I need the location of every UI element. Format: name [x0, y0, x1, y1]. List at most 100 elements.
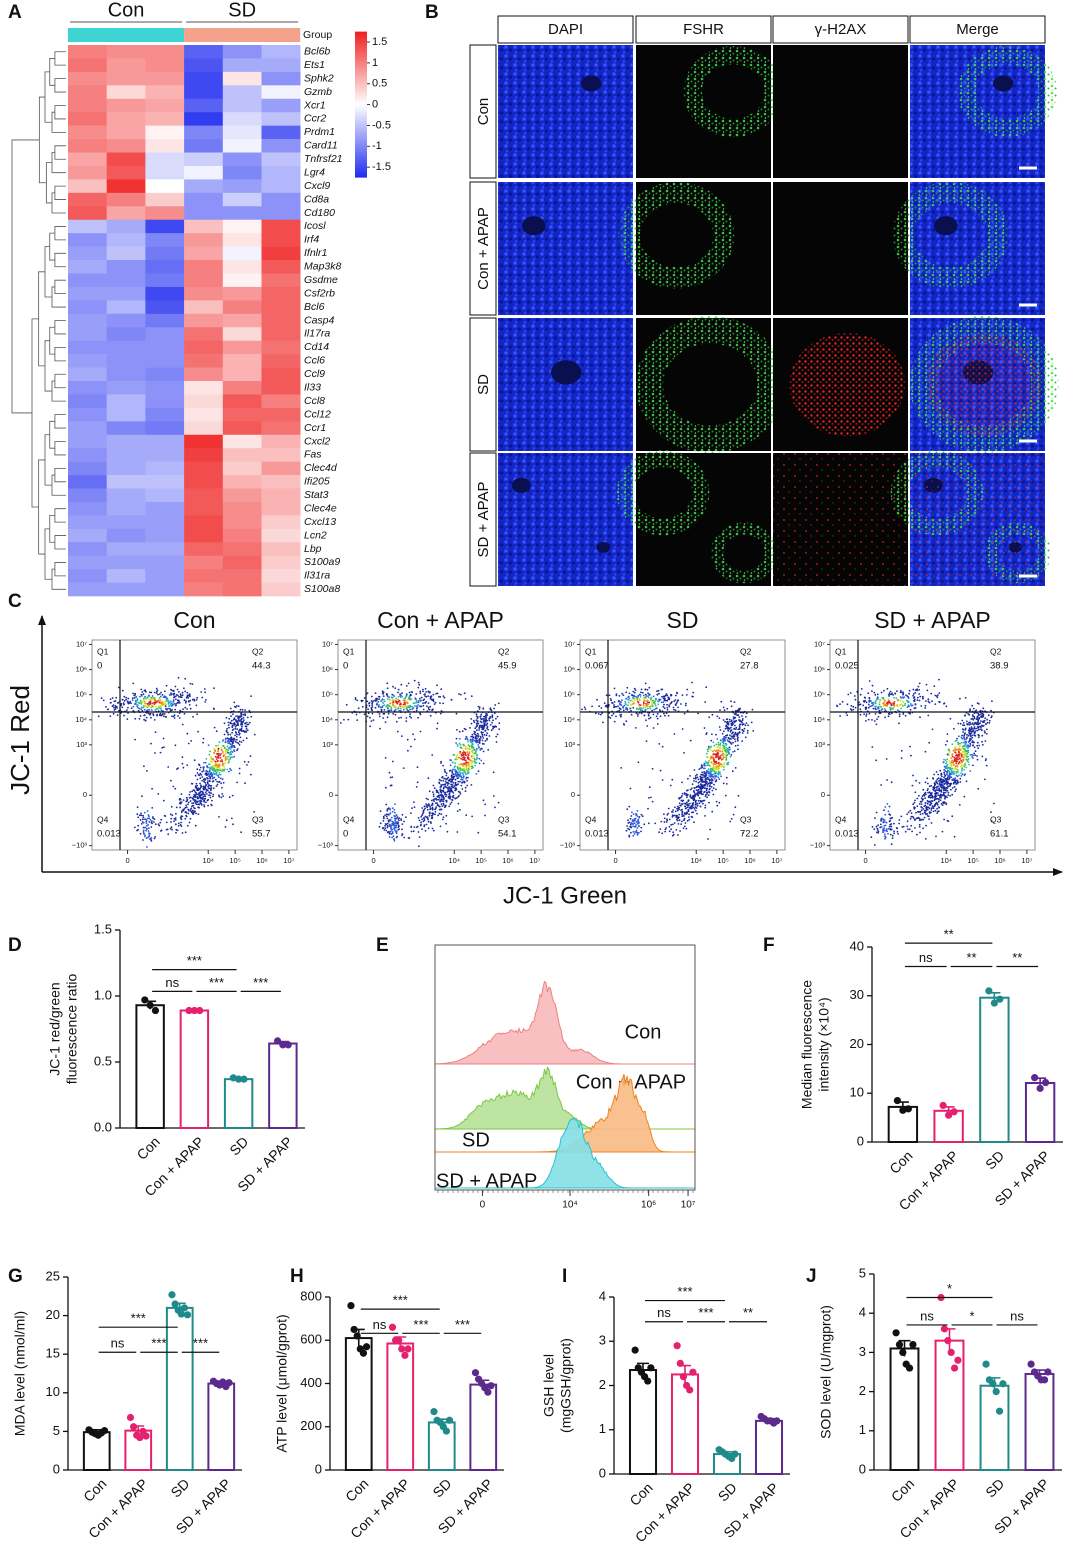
event-dot: [908, 693, 910, 695]
event-dot: [394, 818, 396, 820]
heatmap-cell: [262, 354, 301, 368]
event-dot: [438, 792, 440, 794]
event-dot: [444, 769, 446, 771]
event-dot: [668, 704, 670, 706]
event-dot: [445, 775, 447, 777]
event-dot: [977, 742, 979, 744]
event-dot: [151, 840, 153, 842]
heatmap-cell: [107, 354, 146, 368]
event-dot: [139, 718, 141, 720]
event-dot: [208, 744, 210, 746]
event-dot: [186, 697, 188, 699]
event-dot: [732, 770, 734, 772]
event-dot: [719, 747, 721, 749]
event-dot: [954, 790, 956, 792]
event-dot: [732, 742, 734, 744]
heatmap-cell: [68, 58, 107, 72]
event-dot: [419, 836, 421, 838]
event-dot: [199, 788, 201, 790]
event-dot: [396, 837, 398, 839]
event-dot: [460, 793, 462, 795]
event-dot: [656, 707, 658, 709]
event-dot: [625, 707, 627, 709]
gene-label: Casp4: [304, 314, 335, 326]
heatmap-cell: [145, 206, 184, 220]
event-dot: [197, 796, 199, 798]
event-dot: [98, 715, 100, 717]
event-dot: [725, 756, 727, 758]
event-dot: [652, 801, 654, 803]
quadrant-name: Q2: [740, 646, 752, 656]
event-dot: [480, 714, 482, 716]
event-dot: [918, 686, 920, 688]
event-dot: [232, 713, 234, 715]
event-dot: [650, 708, 652, 710]
event-dot: [681, 814, 683, 816]
event-dot: [852, 709, 854, 711]
event-dot: [418, 684, 420, 686]
event-dot: [713, 757, 715, 759]
heatmap-cell: [223, 435, 262, 449]
gene-label: Ets1: [304, 59, 325, 71]
y-tick-label: 10⁶: [322, 665, 333, 674]
event-dot: [425, 830, 427, 832]
event-dot: [184, 699, 186, 701]
event-dot: [425, 688, 427, 690]
event-dot: [434, 813, 436, 815]
event-dot: [182, 756, 184, 758]
event-dot: [938, 801, 940, 803]
event-dot: [210, 756, 212, 758]
event-dot: [159, 822, 161, 824]
event-dot: [950, 718, 952, 720]
event-dot: [401, 829, 403, 831]
event-dot: [632, 835, 634, 837]
event-dot: [455, 787, 457, 789]
event-dot: [394, 803, 396, 805]
y-tick-label: 10³: [322, 740, 333, 749]
event-dot: [133, 695, 135, 697]
event-dot: [581, 709, 583, 711]
event-dot: [383, 704, 385, 706]
event-dot: [696, 774, 698, 776]
event-dot: [698, 785, 700, 787]
event-dot: [698, 800, 700, 802]
heatmap-cell: [145, 314, 184, 328]
event-dot: [444, 697, 446, 699]
event-dot: [150, 692, 152, 694]
event-dot: [861, 688, 863, 690]
event-dot: [929, 804, 931, 806]
event-dot: [941, 789, 943, 791]
event-dot: [720, 701, 722, 703]
event-dot: [443, 795, 445, 797]
event-dot: [232, 823, 234, 825]
event-dot: [735, 741, 737, 743]
event-dot: [968, 722, 970, 724]
event-dot: [411, 691, 413, 693]
event-dot: [118, 702, 120, 704]
event-dot: [228, 727, 230, 729]
heatmap-cell: [223, 112, 262, 126]
event-dot: [160, 692, 162, 694]
event-dot: [146, 837, 148, 839]
event-dot: [660, 715, 662, 717]
event-dot: [941, 784, 943, 786]
heatmap-cell: [262, 583, 301, 597]
event-dot: [482, 743, 484, 745]
heatmap-cell: [107, 233, 146, 247]
event-dot: [236, 749, 238, 751]
event-dot: [727, 728, 729, 730]
heatmap-cell: [223, 247, 262, 261]
event-dot: [367, 708, 369, 710]
event-dot: [970, 718, 972, 720]
event-dot: [193, 794, 195, 796]
heatmap-cell: [107, 556, 146, 570]
event-dot: [436, 684, 438, 686]
event-dot: [199, 783, 201, 785]
event-dot: [156, 702, 158, 704]
event-dot: [175, 829, 177, 831]
event-dot: [371, 696, 373, 698]
event-dot: [220, 768, 222, 770]
event-dot: [693, 790, 695, 792]
event-dot: [200, 767, 202, 769]
event-dot: [217, 745, 219, 747]
